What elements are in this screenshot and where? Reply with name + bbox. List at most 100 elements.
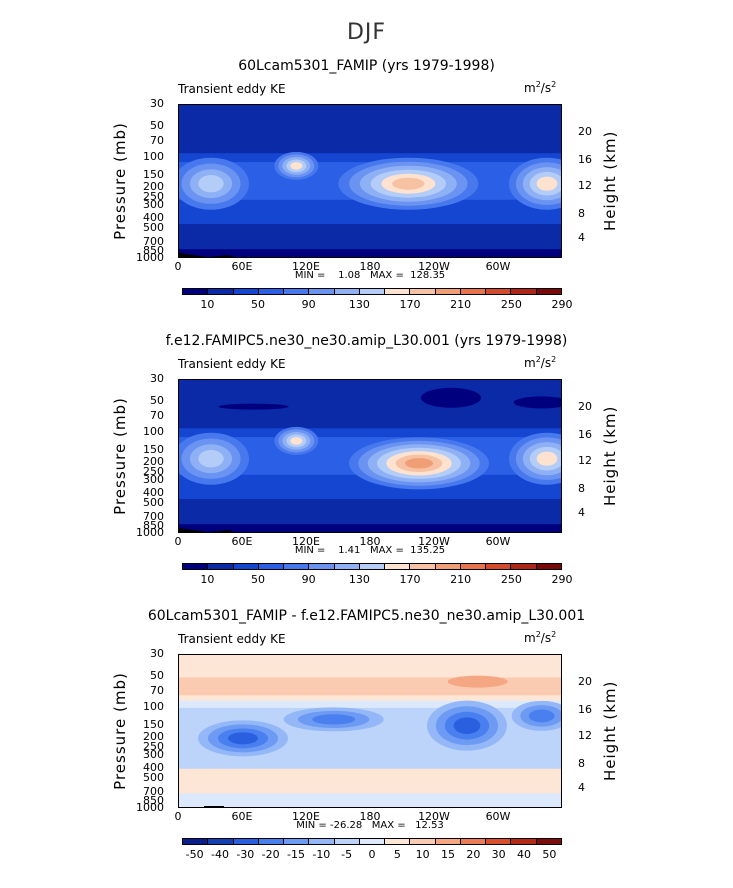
longitude-tick-label: 120E (292, 810, 320, 823)
colorbar-swatch (309, 839, 335, 844)
colorbar-tick-label: 10 (200, 573, 215, 586)
colorbar-swatch (334, 289, 360, 294)
jet-maximum-3-level-4 (536, 451, 558, 466)
colorbar-tick-label: 130 (348, 573, 370, 586)
panel-title: f.e12.FAMIPC5.ne30_ne30.amip_L30.001 (yr… (165, 333, 568, 349)
colorbar-swatch (536, 564, 561, 569)
colorbar-tick-label: -5 (341, 848, 353, 861)
min-max-readout: MIN = 1.08 MAX = 128.35 (294, 270, 446, 281)
colorbar-swatch (359, 839, 386, 844)
colorbar-tick-label: 10 (200, 298, 215, 311)
pressure-tick-label: 850 (143, 243, 164, 257)
colorbar-swatch (460, 839, 487, 844)
height-tick-label: 12 (578, 729, 592, 743)
colorbar-swatch (284, 289, 310, 294)
stratosphere-band (179, 105, 561, 154)
positive-max (447, 675, 508, 688)
pressure-tick-label: 250 (143, 740, 164, 754)
longitude-tick-label: 0 (174, 810, 182, 823)
pressure-tick-label: 300 (143, 198, 164, 212)
jet-maximum-0-level-3 (198, 450, 224, 468)
pressure-tick-label: 30 (150, 372, 164, 385)
contour-plot (178, 104, 562, 258)
units-base: m (524, 81, 536, 95)
colorbar-swatch (511, 564, 537, 569)
units-exp: 2 (535, 355, 541, 364)
units-tail: /s (540, 356, 552, 370)
strat-minimum-3 (513, 396, 561, 409)
height-tick-label: 20 (578, 124, 592, 138)
main-title: DJF (346, 20, 387, 45)
units-exp2: 2 (551, 355, 557, 364)
longitude-tick-label: 120W (418, 260, 450, 273)
panel-units: m2/s2 (524, 630, 556, 645)
colorbar-swatch (183, 564, 209, 569)
min-max-readout: MIN = 1.41 MAX = 135.25 (294, 545, 446, 556)
pressure-tick-label: 400 (143, 485, 164, 499)
colorbar-swatch (233, 839, 259, 844)
longitude-tick-label: 180 (359, 535, 381, 548)
height-tick-label: 16 (578, 703, 592, 717)
pressure-tick-label: 500 (143, 770, 164, 784)
contour-field (179, 105, 561, 257)
pressure-tick-label: 50 (150, 119, 164, 133)
panel-units: m2/s2 (524, 80, 556, 95)
contour-field (179, 380, 561, 532)
pressure-tick-label: 150 (143, 167, 164, 181)
contour-plot (178, 654, 562, 808)
height-tick-label: 4 (578, 781, 585, 794)
pressure-tick-label: 70 (150, 409, 164, 423)
longitude-tick-label: 120W (418, 535, 450, 548)
topography (204, 806, 224, 807)
pressure-tick-label: 50 (150, 669, 164, 683)
colorbar-tick-label: 290 (551, 573, 573, 586)
longitude-tick-label: 60W (485, 535, 511, 548)
colorbar-swatch (208, 289, 234, 294)
longitude-tick-label: 0 (174, 535, 182, 548)
colorbar-tick-label: 210 (450, 298, 472, 311)
colorbar-tick-label: 290 (551, 298, 573, 311)
pressure-tick-label: 850 (143, 793, 164, 807)
colorbar-swatch (359, 289, 386, 294)
longitude-tick-label: 60E (231, 535, 253, 548)
topography (179, 528, 234, 532)
pressure-tick-label: 1000 (136, 801, 164, 814)
colorbar-swatch (486, 839, 512, 844)
colorbar-swatch (208, 564, 234, 569)
pressure-tick-label: 200 (143, 730, 164, 744)
strat-minimum-2 (421, 387, 481, 408)
colorbar-swatch (208, 839, 234, 844)
height-tick-label: 20 (578, 399, 592, 413)
colorbar-tick-label: 210 (450, 573, 472, 586)
longitude-tick-label: 120W (418, 810, 450, 823)
longitude-tick-label: 120E (292, 260, 320, 273)
pressure-tick-label: 30 (150, 647, 164, 660)
longitude-tick-label: 60E (231, 260, 253, 273)
colorbar-tick-label: 30 (491, 848, 506, 861)
pressure-tick-label: 1000 (136, 251, 164, 264)
colorbar-tick-label: -15 (287, 848, 305, 861)
units-base: m (524, 356, 536, 370)
height-tick-label: 4 (578, 231, 585, 244)
colorbar-swatch (258, 564, 285, 569)
units-exp: 2 (535, 80, 541, 89)
longitude-tick-label: 60W (485, 260, 511, 273)
colorbar-tick-label: 5 (393, 848, 401, 861)
colorbar-swatch (309, 289, 335, 294)
colorbar-swatch (284, 839, 310, 844)
strat-minimum-1 (218, 403, 289, 410)
height-tick-label: 16 (578, 153, 592, 167)
height-tick-label: 8 (578, 482, 585, 496)
pressure-tick-label: 150 (143, 442, 164, 456)
pressure-tick-label: 250 (143, 465, 164, 479)
longitude-tick-label: 120E (292, 535, 320, 548)
longitude-tick-label: 0 (174, 260, 182, 273)
colorbar-swatch (258, 839, 285, 844)
colorbar-swatch (233, 564, 259, 569)
colorbar-swatch (460, 289, 487, 294)
pressure-tick-label: 1000 (136, 526, 164, 539)
colorbar-tick-label: 50 (251, 298, 265, 311)
colorbar-tick-label: 170 (399, 573, 421, 586)
pressure-tick-label: 850 (143, 518, 164, 532)
colorbar-tick-label: 20 (466, 848, 481, 861)
